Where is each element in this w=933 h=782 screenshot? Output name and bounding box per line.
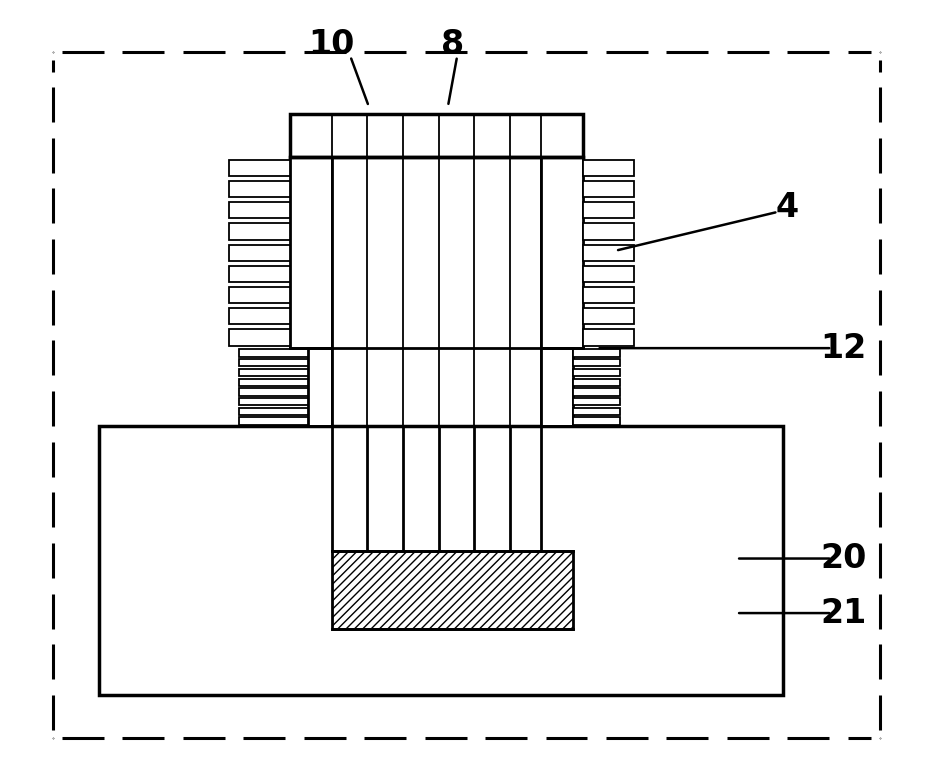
Polygon shape (583, 287, 634, 303)
Polygon shape (230, 266, 290, 282)
Polygon shape (583, 266, 634, 282)
Text: 20: 20 (820, 542, 867, 575)
Polygon shape (230, 245, 290, 260)
Polygon shape (239, 398, 309, 405)
Polygon shape (230, 308, 290, 325)
Bar (331, 551, 574, 629)
Polygon shape (230, 287, 290, 303)
Polygon shape (574, 378, 620, 386)
Polygon shape (574, 369, 620, 376)
Polygon shape (239, 350, 309, 357)
Polygon shape (230, 181, 290, 197)
Polygon shape (583, 308, 634, 325)
Polygon shape (574, 389, 620, 396)
Text: 10: 10 (309, 27, 355, 61)
Polygon shape (230, 160, 290, 176)
Text: 12: 12 (820, 332, 867, 364)
Polygon shape (239, 407, 309, 415)
Polygon shape (574, 350, 620, 357)
Bar (290, 114, 583, 157)
Polygon shape (574, 359, 620, 367)
Polygon shape (574, 398, 620, 405)
Bar (99, 426, 783, 695)
Bar (541, 157, 583, 348)
Polygon shape (583, 329, 634, 346)
Polygon shape (239, 359, 309, 367)
Polygon shape (230, 329, 290, 346)
Polygon shape (583, 224, 634, 239)
Text: 8: 8 (441, 27, 465, 61)
Bar (541, 348, 574, 426)
Polygon shape (583, 160, 634, 176)
Text: 4: 4 (776, 192, 799, 224)
Polygon shape (574, 407, 620, 415)
Bar (309, 348, 331, 426)
Polygon shape (230, 203, 290, 218)
Polygon shape (583, 181, 634, 197)
Polygon shape (583, 245, 634, 260)
Polygon shape (583, 203, 634, 218)
Text: 21: 21 (820, 597, 867, 630)
Polygon shape (239, 418, 309, 425)
Polygon shape (239, 369, 309, 376)
Polygon shape (239, 389, 309, 396)
Polygon shape (574, 418, 620, 425)
Polygon shape (239, 378, 309, 386)
Bar (290, 157, 331, 348)
Polygon shape (230, 224, 290, 239)
